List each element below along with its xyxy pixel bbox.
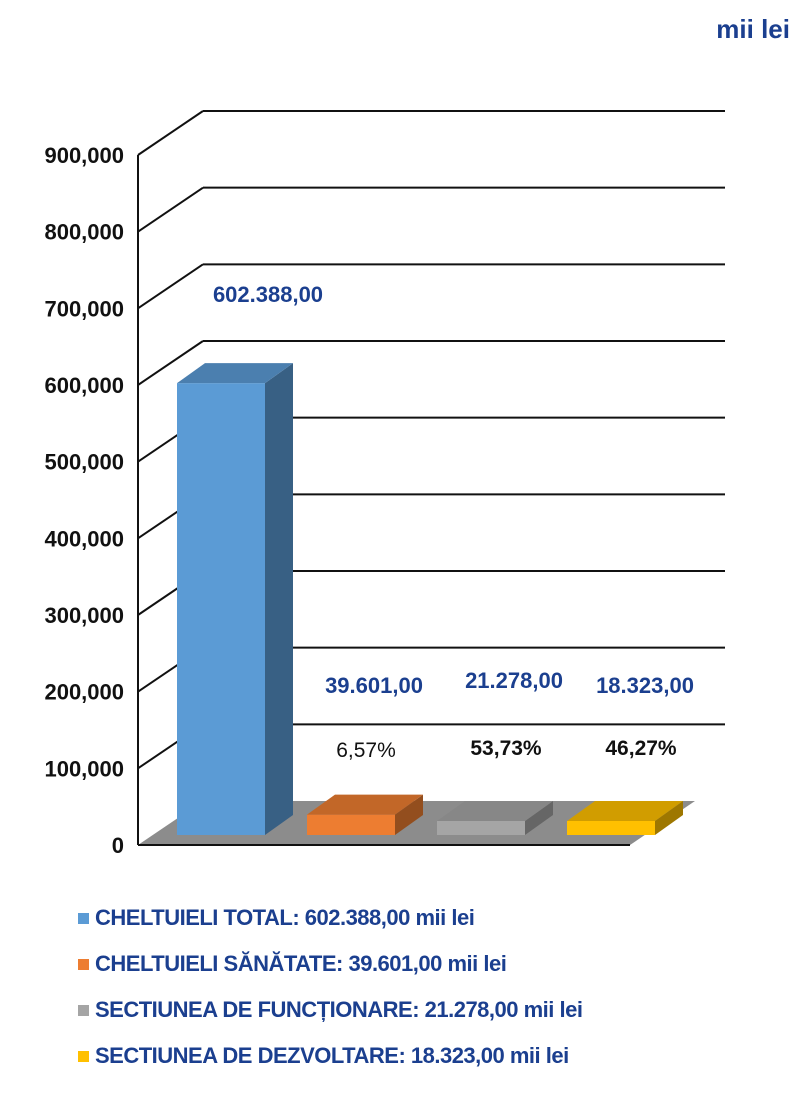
legend-item-dezvoltare: SECTIUNEA DE DEZVOLTARE: 18.323,00 mii l… xyxy=(78,1033,582,1079)
percent-label: 46,27% xyxy=(605,737,677,760)
legend-item-functionare: SECTIUNEA DE FUNCȚIONARE: 21.278,00 mii … xyxy=(78,987,583,1033)
y-tick-label: 300,000 xyxy=(44,603,124,628)
gridline-diag xyxy=(137,263,204,310)
legend-label-sanatate: CHELTUIELI SĂNĂTATE: 39.601,00 mii lei xyxy=(95,951,507,976)
y-tick-label: 900,000 xyxy=(44,143,124,168)
legend-swatch-total xyxy=(78,912,89,924)
legend-item-total: CHELTUIELI TOTAL: 602.388,00 mii lei xyxy=(78,895,582,941)
legend-label-dezvoltare: SECTIUNEA DE DEZVOLTARE: 18.323,00 mii l… xyxy=(95,1043,569,1068)
legend-swatch-sanatate xyxy=(78,958,89,970)
legend-label-total: CHELTUIELI TOTAL: 602.388,00 mii lei xyxy=(95,905,475,930)
bar-sanatate xyxy=(307,794,423,835)
legend-swatch-dezvoltare xyxy=(78,1050,89,1062)
y-tick-label: 0 xyxy=(112,833,124,858)
gridline-diag xyxy=(137,186,204,233)
value-label: 21.278,00 xyxy=(465,668,563,693)
y-tick-label: 100,000 xyxy=(44,756,124,781)
value-label: 18.323,00 xyxy=(596,673,694,698)
gridline-diag xyxy=(137,340,204,386)
gridline-diag xyxy=(137,110,204,156)
y-tick-label: 500,000 xyxy=(44,450,124,475)
y-tick-label: 400,000 xyxy=(44,526,124,551)
legend-swatch-functionare xyxy=(78,1004,89,1016)
y-tick-label: 200,000 xyxy=(44,680,124,705)
percent-label: 53,73% xyxy=(470,737,542,760)
value-label: 602.388,00 xyxy=(213,282,323,307)
y-tick-label: 800,000 xyxy=(44,220,124,245)
legend: CHELTUIELI TOTAL: 602.388,00 mii lei CHE… xyxy=(78,895,583,1079)
y-tick-label: 700,000 xyxy=(44,296,124,321)
bar-total xyxy=(177,363,293,835)
bar-chart: 0 100,000 200,000 300,000 400,000 500,000 600,… xyxy=(44,110,725,858)
value-label: 39.601,00 xyxy=(325,673,423,698)
bar-functionare xyxy=(437,801,553,835)
y-tick-label: 600,000 xyxy=(44,373,124,398)
bar-dezvoltare xyxy=(567,801,683,835)
unit-label: mii lei xyxy=(716,14,790,44)
legend-item-sanatate: CHELTUIELI SĂNĂTATE: 39.601,00 mii lei xyxy=(78,941,582,987)
percent-label: 6,57% xyxy=(336,739,396,762)
legend-label-functionare: SECTIUNEA DE FUNCȚIONARE: 21.278,00 mii … xyxy=(95,997,583,1022)
